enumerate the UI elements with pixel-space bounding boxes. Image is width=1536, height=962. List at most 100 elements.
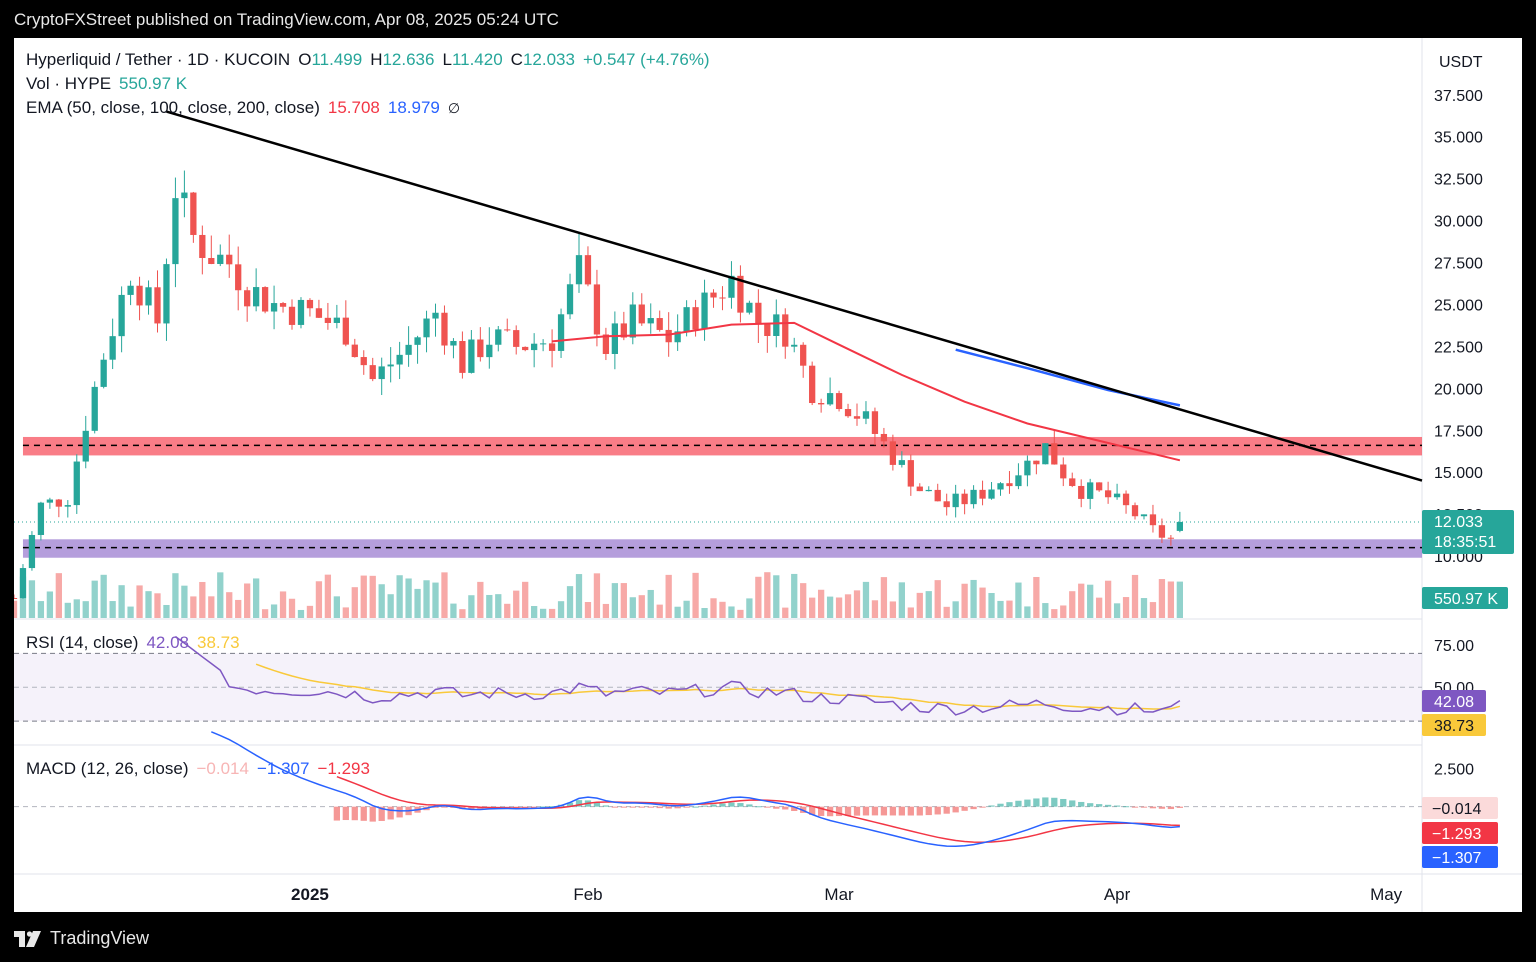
rsi-line[interactable]: [174, 635, 1181, 716]
macd-hist-bar: [647, 806, 654, 808]
candle: [441, 305, 448, 355]
chart-svg[interactable]: Hyperliquid / Tether · 1D · KUCOIN O11.49…: [10, 38, 1522, 912]
candle-body: [710, 292, 717, 298]
candle-body: [1176, 521, 1183, 531]
candle-body: [1015, 475, 1022, 487]
volume-bar: [199, 581, 206, 618]
candle: [37, 501, 45, 541]
volume-bar: [279, 591, 287, 618]
candle-body: [82, 430, 89, 462]
macd-hist-bar: [952, 806, 959, 813]
candle: [261, 286, 269, 314]
candle: [943, 493, 950, 516]
candle-body: [127, 285, 134, 295]
candle: [199, 225, 206, 275]
candle-body: [19, 568, 27, 599]
candle: [450, 338, 457, 359]
candle-body: [288, 306, 296, 325]
candle: [190, 191, 197, 243]
chart-container[interactable]: Hyperliquid / Tether · 1D · KUCOIN O11.49…: [10, 38, 1522, 912]
ema200-value: ∅: [448, 100, 460, 116]
candle-body: [235, 264, 242, 291]
macd-hist-bar: [378, 806, 385, 821]
volume-bar: [764, 572, 771, 618]
volume-bar: [270, 604, 278, 618]
candle-body: [566, 284, 574, 315]
candle: [423, 310, 430, 353]
candle: [504, 318, 511, 332]
candle: [468, 330, 475, 374]
candle: [728, 261, 735, 309]
candle: [566, 273, 574, 320]
descending-trendline[interactable]: [166, 110, 1423, 482]
volume-bar: [737, 609, 744, 618]
candle: [253, 268, 260, 312]
macd-hist-bar: [970, 806, 977, 810]
volume-bar: [1051, 609, 1058, 618]
macd-legend-signal: −1.293: [317, 759, 369, 778]
candle-body: [665, 329, 672, 343]
svg-text:Hyperliquid / Tether · 1D · KU: Hyperliquid / Tether · 1D · KUCOIN O11.49…: [26, 50, 710, 69]
volume-bar: [809, 597, 816, 618]
candle-body: [584, 255, 592, 285]
volume-bar: [253, 578, 260, 618]
candle: [1060, 457, 1067, 487]
resistance-zone[interactable]: [22, 436, 1423, 456]
candle: [1113, 483, 1121, 500]
macd-hist-bar: [342, 806, 349, 821]
ema50-line[interactable]: [552, 321, 1181, 462]
candle: [91, 381, 98, 434]
volume-bar: [970, 579, 977, 618]
volume-bar: [1015, 582, 1022, 618]
candle-body: [826, 393, 834, 405]
candle: [539, 339, 547, 352]
volume-bar: [136, 585, 143, 618]
candlesticks[interactable]: [10, 170, 1183, 599]
candle: [638, 293, 645, 326]
volume-bar: [297, 609, 305, 618]
candle-body: [253, 287, 260, 307]
candle-body: [692, 307, 699, 330]
volume-bar: [674, 606, 681, 618]
footer-brand[interactable]: TradingView: [14, 928, 149, 949]
time-axis-labels[interactable]: 2025 Feb Mar Apr May: [291, 885, 1403, 904]
volume-bar: [495, 594, 502, 618]
macd-hist-bar: [961, 806, 968, 811]
high-label: H: [370, 50, 382, 69]
macd-hist-bar: [1113, 805, 1121, 807]
rsi-ma-badge: 38.73: [1422, 714, 1486, 736]
macd-line[interactable]: [211, 731, 1180, 847]
volume-bar: [1113, 603, 1121, 618]
candle: [279, 301, 287, 313]
candle: [656, 310, 663, 332]
candle-body: [701, 292, 708, 330]
volume-bar: [208, 596, 215, 618]
macd-hist-bar: [566, 802, 574, 807]
candle: [1051, 429, 1058, 465]
macd-signal-line[interactable]: [336, 775, 1180, 844]
macd-hist-bar: [683, 806, 690, 808]
candle: [1122, 490, 1130, 514]
volume-bar: [602, 603, 610, 618]
candle: [181, 170, 188, 218]
candle: [916, 483, 923, 492]
volume-bar: [710, 598, 717, 618]
candle: [226, 234, 233, 278]
volume-bar: [611, 583, 619, 618]
candle-body: [369, 365, 376, 380]
macd-histogram[interactable]: [333, 797, 1183, 822]
support-zone[interactable]: [22, 539, 1423, 558]
candle: [548, 329, 556, 368]
close-value: 12.033: [523, 50, 575, 69]
currency-label[interactable]: USDT: [1439, 54, 1483, 71]
macd-axis-ticks[interactable]: 2.500: [1434, 761, 1474, 778]
candle: [136, 276, 143, 321]
volume-label: Vol · HYPE: [26, 74, 111, 93]
volume-bar: [961, 583, 968, 618]
volume-bar: [746, 598, 753, 618]
candle-body: [208, 257, 215, 264]
volume-bar: [1069, 591, 1076, 618]
candle-body: [91, 386, 98, 431]
volume-bar: [916, 592, 923, 618]
